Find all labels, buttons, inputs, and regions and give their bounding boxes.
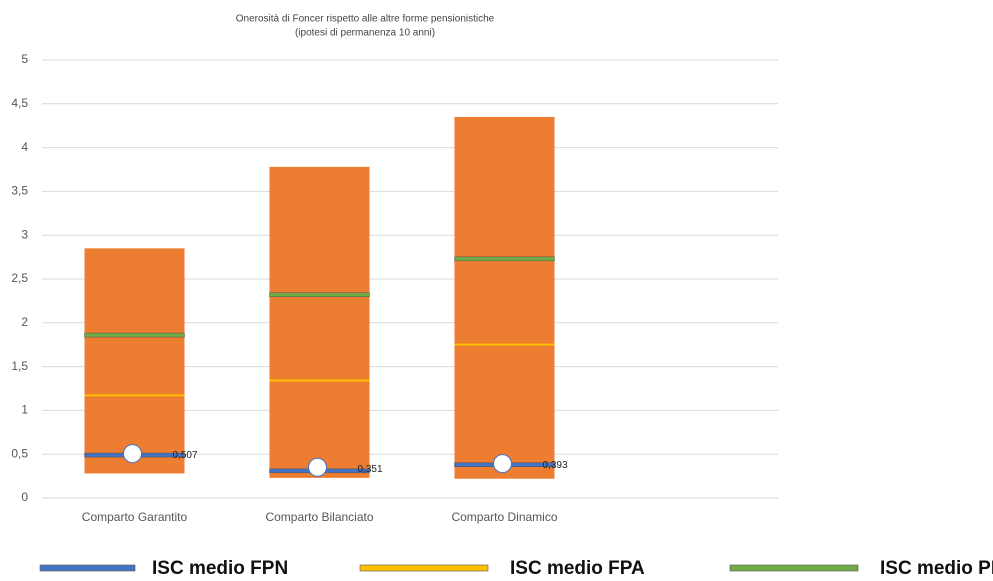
- x-tick-label: Comparto Bilanciato: [265, 510, 373, 524]
- x-tick-label: Comparto Dinamico: [451, 510, 557, 524]
- y-tick-label: 3,5: [11, 184, 28, 198]
- legend-swatch: [359, 564, 489, 572]
- marker-line: [454, 256, 555, 262]
- y-tick-label: 2,5: [11, 271, 28, 285]
- chart-title: Onerosità di Foncer rispetto alle altre …: [236, 14, 495, 25]
- chart-subtitle: (ipotesi di permanenza 10 anni): [295, 28, 435, 39]
- y-tick-label: 1,5: [11, 359, 28, 373]
- y-tick-label: 3: [21, 227, 28, 241]
- legend-label: ISC medio PIP: [880, 558, 993, 579]
- legend-label: ISC medio FPA: [510, 558, 645, 579]
- marker-line: [84, 332, 185, 338]
- range-bar: [84, 248, 185, 474]
- foncer-point: [123, 444, 142, 464]
- legend-swatch: [729, 564, 859, 572]
- y-tick-label: 4: [21, 140, 28, 154]
- y-tick-label: 0,5: [11, 446, 28, 460]
- legend-swatch: [39, 564, 136, 572]
- value-label: 0,351: [358, 464, 383, 475]
- x-tick-label: Comparto Garantito: [82, 510, 188, 524]
- y-tick-label: 0: [21, 490, 28, 504]
- marker-line: [269, 379, 370, 382]
- legend-label: ISC medio FPN: [152, 558, 288, 579]
- range-bar: [454, 116, 555, 479]
- y-tick-label: 2: [21, 315, 28, 329]
- range-bar: [269, 166, 370, 478]
- value-label: 0,393: [543, 460, 568, 471]
- y-tick-label: 1: [21, 403, 28, 417]
- y-tick-label: 4,5: [11, 96, 28, 110]
- y-tick-label: 5: [21, 52, 28, 66]
- marker-line: [454, 343, 555, 346]
- foncer-point: [493, 454, 512, 474]
- marker-line: [269, 292, 370, 298]
- marker-line: [84, 394, 185, 397]
- foncer-point: [308, 457, 327, 477]
- value-label: 0,507: [173, 450, 198, 461]
